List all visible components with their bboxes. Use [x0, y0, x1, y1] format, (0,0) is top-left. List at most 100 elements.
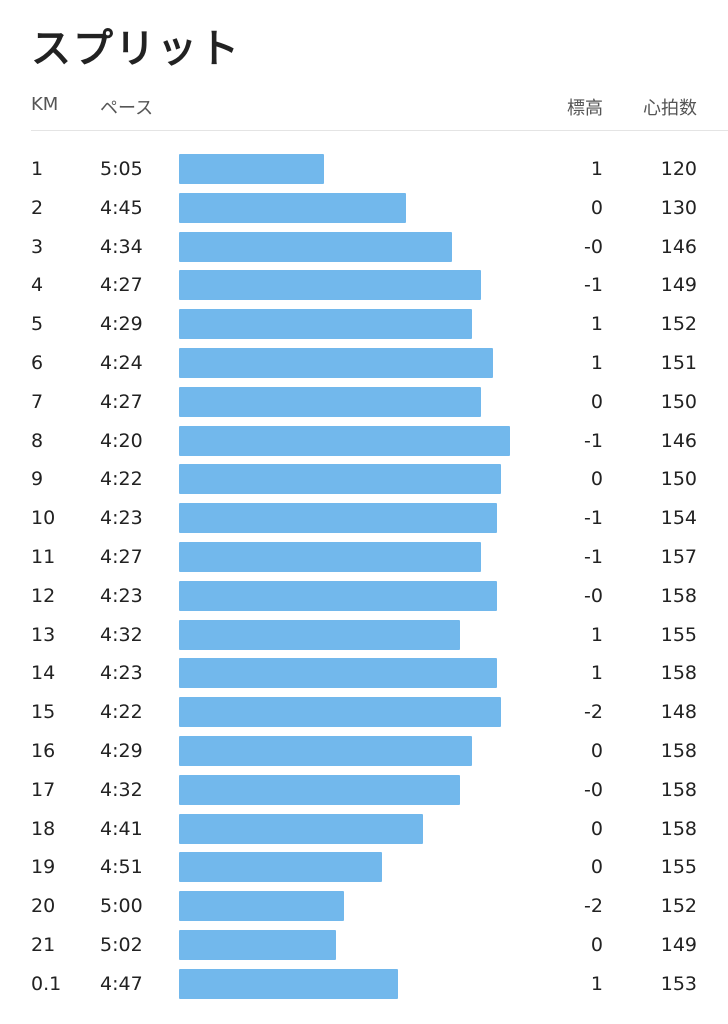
elevation-cell: -1 — [584, 546, 603, 568]
divider — [31, 130, 728, 131]
pace-cell: 4:27 — [100, 390, 143, 413]
pace-bar — [179, 386, 481, 417]
pace-bar — [179, 891, 345, 922]
heart-rate-cell: 146 — [660, 235, 697, 258]
heart-rate-cell: 150 — [660, 390, 697, 413]
pace-cell: 4:20 — [100, 429, 143, 452]
heart-rate-cell: 146 — [660, 429, 697, 452]
elevation-cell: 1 — [590, 972, 603, 995]
pace-cell: 5:02 — [100, 934, 143, 956]
pace-bar — [179, 852, 382, 883]
km-cell: 21 — [31, 934, 56, 956]
heart-rate-cell: 158 — [660, 740, 697, 762]
km-cell: 12 — [31, 584, 56, 607]
pace-cell: 4:47 — [100, 972, 143, 995]
elevation-cell: -2 — [584, 895, 603, 918]
km-cell: 20 — [31, 895, 56, 918]
km-cell: 4 — [31, 274, 44, 297]
pace-cell: 4:27 — [100, 546, 143, 568]
pace-cell: 4:32 — [100, 778, 143, 801]
heart-rate-cell: 153 — [660, 972, 697, 995]
elevation-cell: 1 — [590, 158, 603, 180]
elevation-cell: 1 — [590, 623, 603, 646]
pace-cell: 5:05 — [100, 158, 143, 180]
km-cell: 9 — [31, 468, 44, 491]
km-cell: 10 — [31, 507, 56, 530]
elevation-cell: 0 — [590, 390, 603, 413]
pace-bar — [179, 619, 461, 650]
km-cell: 13 — [31, 623, 56, 646]
km-cell: 15 — [31, 701, 56, 724]
heart-rate-cell: 158 — [660, 778, 697, 801]
pace-bar — [179, 270, 481, 301]
elevation-cell: -0 — [584, 584, 603, 607]
pace-cell: 4:41 — [100, 817, 143, 840]
pace-bar — [179, 697, 502, 728]
column-header: KM — [31, 94, 59, 115]
elevation-cell: -1 — [584, 507, 603, 530]
pace-cell: 4:29 — [100, 313, 143, 336]
pace-bar — [179, 348, 494, 378]
km-cell: 7 — [31, 390, 44, 413]
heart-rate-cell: 148 — [660, 701, 697, 724]
pace-bar — [179, 968, 399, 999]
pace-bar — [179, 542, 481, 572]
pace-cell: 4:45 — [100, 196, 143, 219]
heart-rate-cell: 120 — [660, 158, 697, 180]
title: スプリット — [31, 26, 241, 72]
elevation-cell: 0 — [590, 817, 603, 840]
pace-cell: 4:22 — [100, 701, 143, 724]
pace-bar — [179, 192, 407, 223]
pace-cell: 4:34 — [100, 235, 143, 258]
elevation-cell: 0 — [590, 856, 603, 879]
heart-rate-cell: 151 — [660, 352, 697, 374]
km-cell: 19 — [31, 856, 56, 879]
pace-bar — [179, 930, 337, 960]
pace-bar — [179, 425, 510, 456]
km-cell: 0.1 — [31, 972, 62, 995]
heart-rate-cell: 149 — [660, 274, 697, 297]
heart-rate-cell: 152 — [660, 313, 697, 336]
pace-bar — [179, 736, 473, 766]
km-cell: 18 — [31, 817, 56, 840]
heart-rate-cell: 152 — [660, 895, 697, 918]
pace-bar — [179, 503, 498, 534]
pace-bar — [179, 813, 423, 844]
pace-cell: 4:24 — [100, 352, 143, 374]
elevation-cell: 0 — [590, 196, 603, 219]
heart-rate-cell: 150 — [660, 468, 697, 491]
elevation-cell: 1 — [590, 352, 603, 374]
heart-rate-cell: 149 — [660, 934, 697, 956]
km-cell: 8 — [31, 429, 44, 452]
pace-cell: 4:32 — [100, 623, 143, 646]
pace-bar — [179, 580, 498, 611]
elevation-cell: -1 — [584, 429, 603, 452]
elevation-cell: -0 — [584, 235, 603, 258]
column-header: 標高 — [567, 98, 603, 119]
pace-cell: 4:29 — [100, 740, 143, 762]
heart-rate-cell: 155 — [660, 623, 697, 646]
km-cell: 3 — [31, 235, 44, 258]
pace-cell: 4:51 — [100, 856, 143, 879]
elevation-cell: 0 — [590, 468, 603, 491]
pace-bar — [179, 309, 473, 340]
pace-bar — [179, 774, 461, 805]
elevation-cell: -2 — [584, 701, 603, 724]
heart-rate-cell: 157 — [660, 546, 697, 568]
heart-rate-cell: 158 — [660, 817, 697, 840]
heart-rate-cell: 130 — [660, 196, 697, 219]
pace-cell: 4:23 — [100, 507, 143, 530]
elevation-cell: 1 — [590, 313, 603, 336]
km-cell: 6 — [31, 352, 44, 374]
pace-bar — [179, 231, 452, 262]
pace-cell: 4:23 — [100, 662, 143, 685]
elevation-cell: -0 — [584, 778, 603, 801]
pace-cell: 4:23 — [100, 584, 143, 607]
km-cell: 5 — [31, 313, 44, 336]
pace-bar — [179, 464, 502, 495]
pace-bar — [179, 154, 324, 184]
elevation-cell: -1 — [584, 274, 603, 297]
heart-rate-cell: 158 — [660, 584, 697, 607]
pace-cell: 4:22 — [100, 468, 143, 491]
